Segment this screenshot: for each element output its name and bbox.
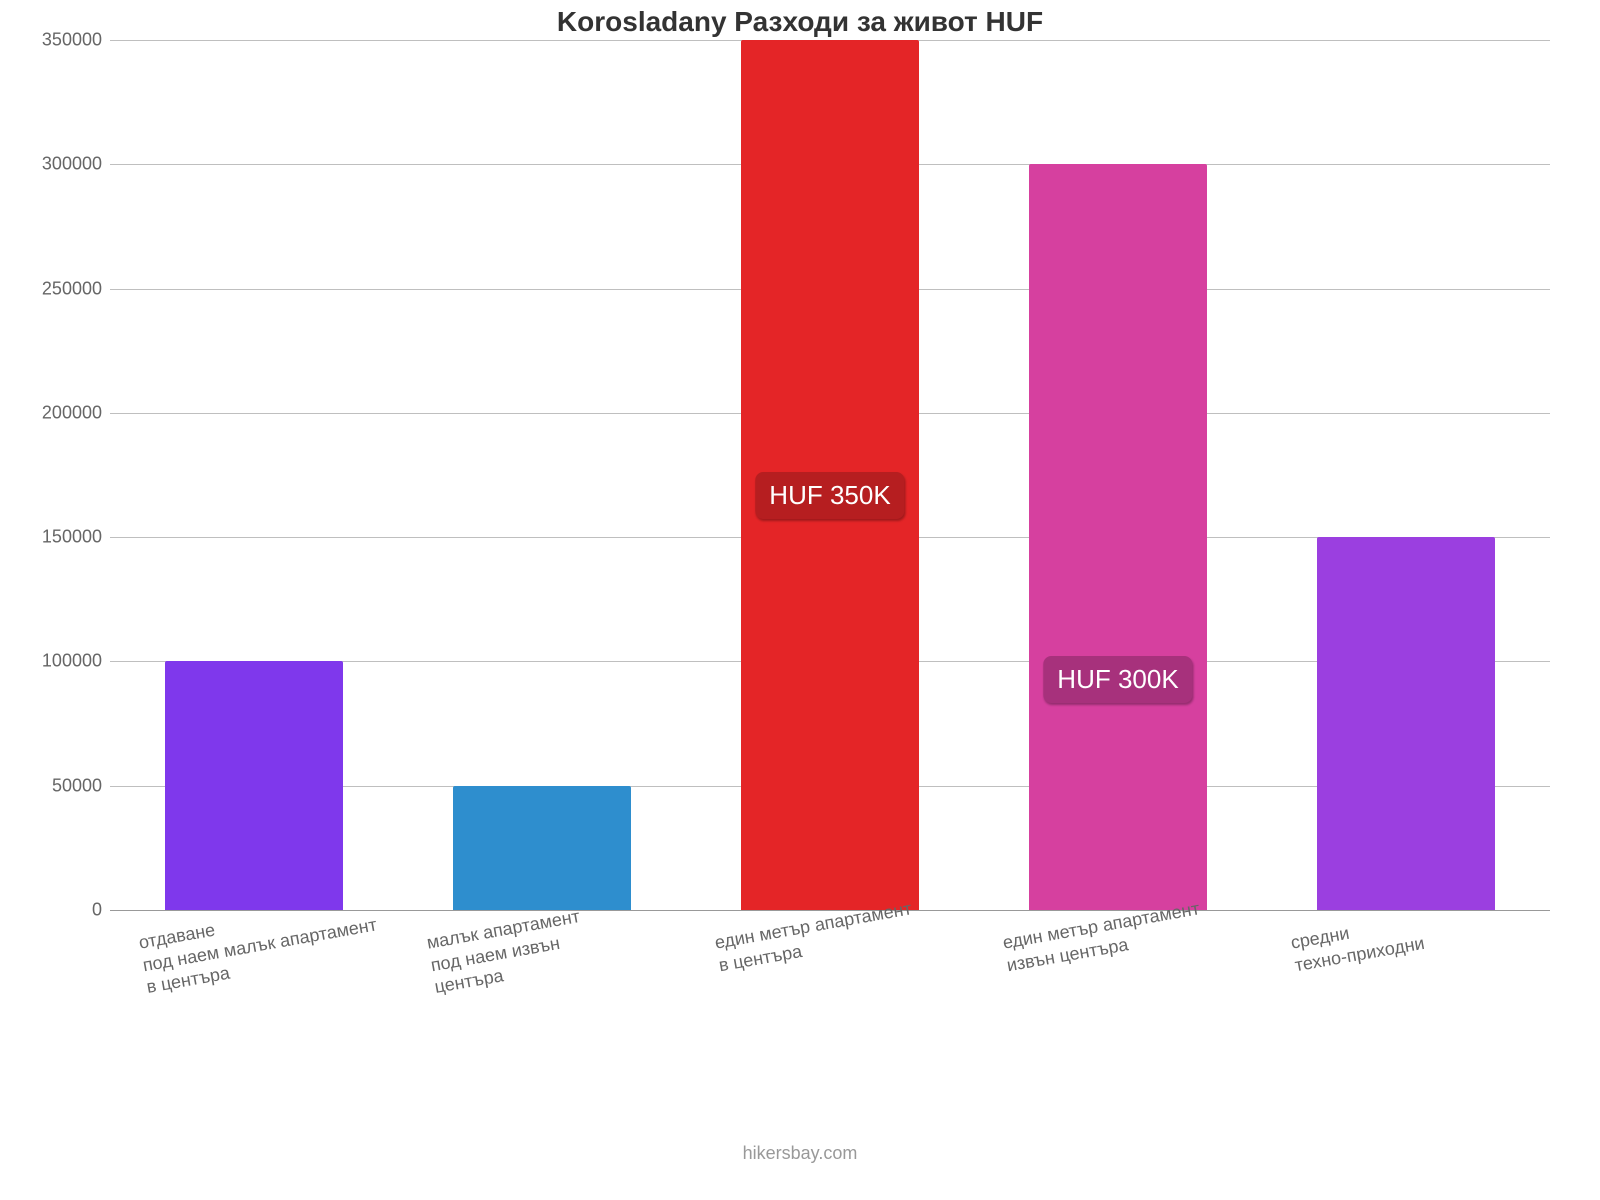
plot-area: 0500001000001500002000002500003000003500…: [110, 40, 1550, 911]
y-tick-label: 150000: [42, 527, 102, 548]
bar: HUF 300K: [1029, 164, 1208, 910]
y-tick-label: 100000: [42, 651, 102, 672]
attribution-text: hikersbay.com: [0, 1143, 1600, 1164]
value-badge: HUF 350K: [755, 472, 904, 519]
chart-container: Korosladany Разходи за живот HUF 0500001…: [0, 0, 1600, 1200]
bar: HUF 350K: [741, 40, 920, 910]
y-tick-label: 50000: [52, 775, 102, 796]
y-tick-label: 350000: [42, 30, 102, 51]
value-badge: HUF 300K: [1043, 656, 1192, 703]
y-tick-label: 300000: [42, 154, 102, 175]
bar: HUF 150K: [1317, 537, 1496, 910]
bar: HUF 50K: [453, 786, 632, 910]
y-tick-label: 200000: [42, 402, 102, 423]
x-category-label: средни техно-приходни: [1289, 909, 1426, 976]
y-tick-label: 0: [92, 900, 102, 921]
y-tick-label: 250000: [42, 278, 102, 299]
bar: HUF 100K: [165, 661, 344, 910]
x-category-label: малък апартамент под наем извън центъра: [425, 905, 589, 998]
chart-title: Korosladany Разходи за живот HUF: [0, 6, 1600, 38]
